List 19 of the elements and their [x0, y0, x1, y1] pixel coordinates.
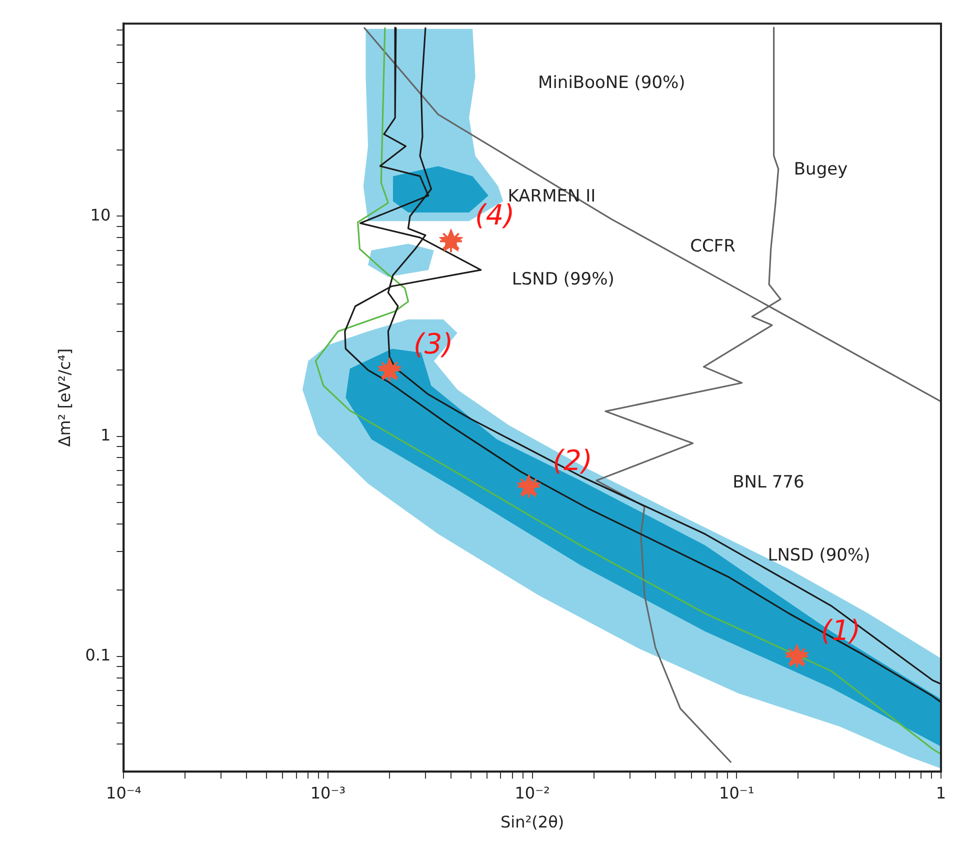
- y-tick-label: 1: [100, 426, 111, 445]
- x-tick-label: 10⁻²: [514, 783, 550, 802]
- annotation: (2): [552, 444, 592, 478]
- x-tick-label: 10⁻³: [310, 783, 346, 802]
- y-tick-label: 0.1: [85, 646, 111, 665]
- x-tick-label: 10⁻¹: [719, 783, 754, 802]
- annotation: CCFR: [690, 236, 736, 257]
- x-tick-label: 1: [936, 783, 946, 802]
- y-axis-title: Δm² [eV²/c⁴]: [54, 348, 74, 447]
- annotation: (1): [820, 614, 861, 647]
- y-tick-label: 10: [90, 205, 111, 224]
- annotation: LNSD (90%): [768, 546, 870, 566]
- annotation: (3): [413, 327, 454, 360]
- x-tick-label: 10⁻⁴: [106, 783, 142, 802]
- annotation: LSND (99%): [512, 270, 614, 290]
- annotation: MiniBooNE (90%): [538, 72, 686, 93]
- annotation: Bugey: [794, 160, 848, 180]
- annotation: BNL 776: [732, 472, 804, 492]
- x-axis-title: Sin²(2θ): [500, 812, 564, 832]
